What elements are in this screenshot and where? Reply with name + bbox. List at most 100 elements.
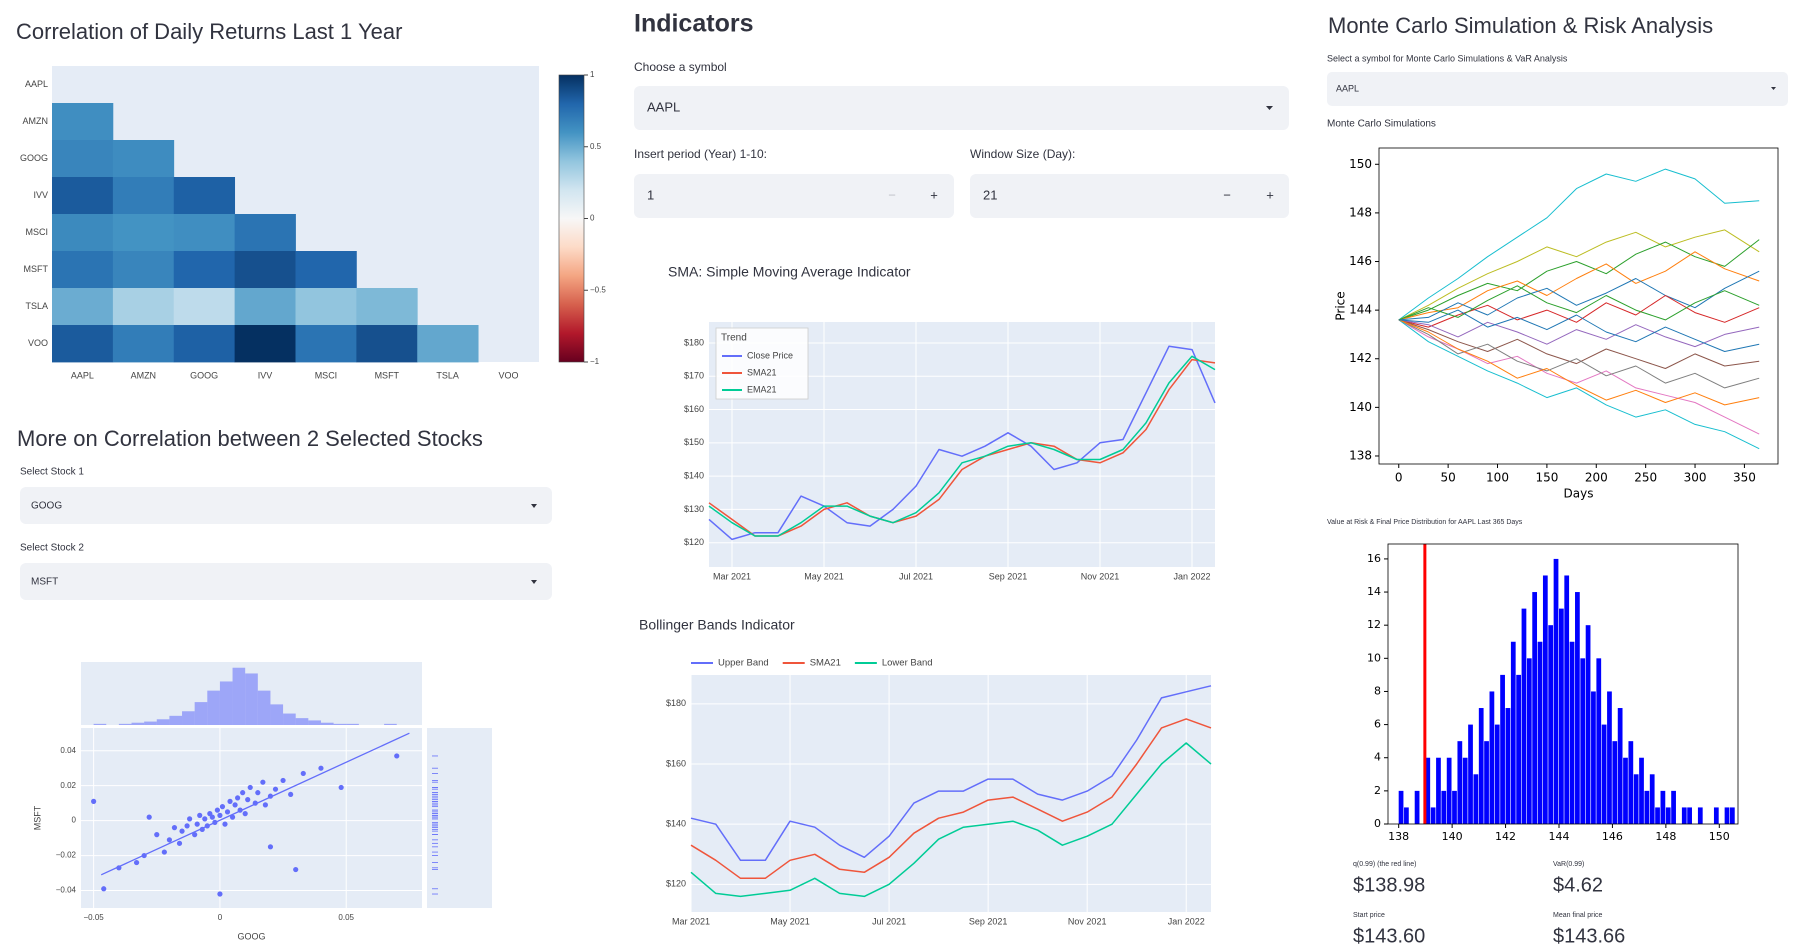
y-tick-label: 6 — [1374, 718, 1381, 731]
scatter-point — [240, 790, 246, 796]
x-tick-label: Nov 2021 — [1081, 571, 1120, 581]
simulation-line — [1398, 319, 1760, 369]
x-tick-label: 142 — [1495, 830, 1516, 843]
colorbar-tick-label: 0.5 — [590, 142, 602, 151]
marginal-bar — [194, 702, 208, 725]
y-tick-label: $180 — [684, 337, 704, 347]
histogram-bar — [1729, 807, 1735, 824]
y-tick-label: $150 — [684, 437, 704, 447]
selectbox[interactable]: GOOG — [20, 487, 552, 524]
histogram-bar — [1617, 708, 1623, 824]
selectbox-field[interactable] — [20, 563, 552, 600]
heatmap-cell — [173, 251, 236, 289]
y-tick-label: 14 — [1367, 585, 1381, 598]
simulation-line — [1398, 285, 1760, 321]
legend-label: EMA21 — [747, 384, 777, 394]
dropdown-arrow[interactable] — [1266, 106, 1273, 110]
histogram-bar — [1446, 757, 1452, 824]
x-tick-label: MSFT — [375, 370, 400, 380]
marginal-bar — [131, 722, 145, 725]
x-tick-label: 250 — [1634, 471, 1657, 485]
scatter-point — [217, 891, 223, 897]
marginal-bar — [232, 667, 246, 725]
decrement-button[interactable]: − — [1223, 187, 1231, 202]
heatmap-cell — [112, 251, 175, 289]
plot-frame — [1378, 147, 1779, 465]
x-axis-label: Days — [1564, 487, 1594, 501]
number-input-value[interactable]: 21 — [983, 187, 997, 202]
marginal-bar — [156, 719, 170, 725]
dropdown-arrow[interactable] — [1771, 87, 1776, 90]
scatter-point — [209, 814, 215, 820]
x-tick-label: IVV — [258, 370, 273, 380]
selectbox-field[interactable] — [20, 487, 552, 524]
decrement-button[interactable]: − — [888, 187, 896, 202]
metric-value: $138.98 — [1353, 874, 1425, 896]
scatter-point — [293, 866, 299, 873]
chart-title: Bollinger Bands Indicator — [639, 617, 795, 633]
chart-title: Monte Carlo Simulations — [1327, 119, 1436, 130]
simulation-line — [1398, 319, 1760, 348]
y-tick-label: 8 — [1374, 684, 1381, 697]
histogram-bar — [1398, 790, 1404, 824]
dropdown-arrow[interactable] — [531, 504, 537, 508]
selectbox-field[interactable] — [634, 86, 1289, 130]
y-axis-label: MSFT — [32, 805, 42, 830]
legend-label: Close Price — [747, 350, 793, 360]
selectbox-value[interactable]: AAPL — [647, 99, 680, 114]
heatmap-cell — [234, 325, 296, 363]
field-label: Select Stock 1 — [20, 467, 84, 478]
section-heading: More on Correlation between 2 Selected S… — [17, 426, 483, 451]
number-input-value[interactable]: 1 — [647, 187, 654, 202]
scatter-point — [338, 784, 344, 791]
heatmap-cell — [234, 214, 296, 252]
selectbox[interactable]: MSFT — [20, 563, 552, 600]
selectbox-field[interactable] — [1327, 72, 1788, 106]
number-input-field[interactable] — [634, 174, 954, 218]
series-line — [708, 355, 1216, 537]
histogram-bar — [1430, 807, 1436, 824]
histogram-bar — [1404, 807, 1409, 824]
selectbox-value[interactable]: GOOG — [31, 501, 62, 512]
x-tick-label: Jul 2021 — [872, 916, 906, 926]
selectbox-value[interactable]: AAPL — [1336, 83, 1359, 93]
x-tick-label: Jul 2021 — [899, 571, 933, 581]
trend-line — [100, 732, 410, 876]
selectbox-value[interactable]: MSFT — [31, 577, 58, 588]
scatter-point — [222, 821, 228, 827]
number-input-field[interactable] — [970, 174, 1289, 218]
y-tick-label: GOOG — [20, 153, 48, 163]
metric-label: Start price — [1353, 912, 1385, 919]
dropdown-arrow[interactable] — [531, 580, 537, 584]
selectbox[interactable]: AAPL — [1327, 72, 1788, 106]
series-line — [708, 345, 1216, 541]
selectbox[interactable]: AAPL — [634, 86, 1289, 130]
histogram-bar — [1462, 757, 1468, 824]
histogram-bar — [1441, 790, 1447, 824]
scatter-point — [179, 828, 185, 834]
histogram-bar — [1484, 741, 1489, 824]
histogram-bar — [1713, 807, 1719, 824]
increment-button[interactable]: + — [1266, 187, 1274, 202]
plot-background — [1379, 148, 1778, 464]
scatter-point — [280, 777, 286, 784]
increment-button[interactable]: + — [930, 187, 938, 202]
histogram-bar — [1575, 592, 1580, 824]
metric-label: Mean final price — [1553, 912, 1603, 919]
metrics: q(0.99) (the red line) $138.98 VaR(0.99)… — [1353, 861, 1625, 947]
histogram-bar — [1601, 724, 1607, 824]
scatter-point — [214, 807, 220, 813]
number-input[interactable]: 21 − + — [970, 174, 1289, 218]
plot-background — [81, 728, 422, 908]
histogram-bar — [1671, 790, 1676, 824]
simulation-line — [1398, 319, 1760, 450]
histogram-bar — [1644, 790, 1650, 824]
field-label: Select Stock 2 — [20, 543, 84, 554]
x-tick-label: 146 — [1602, 830, 1623, 843]
histogram-bar — [1452, 790, 1457, 824]
number-input[interactable]: 1 − + — [634, 174, 954, 218]
legend-label: SMA21 — [810, 658, 841, 669]
y-tick-label: 148 — [1349, 205, 1372, 219]
y-tick-label: 140 — [1349, 400, 1372, 414]
scatter-point — [197, 812, 203, 818]
